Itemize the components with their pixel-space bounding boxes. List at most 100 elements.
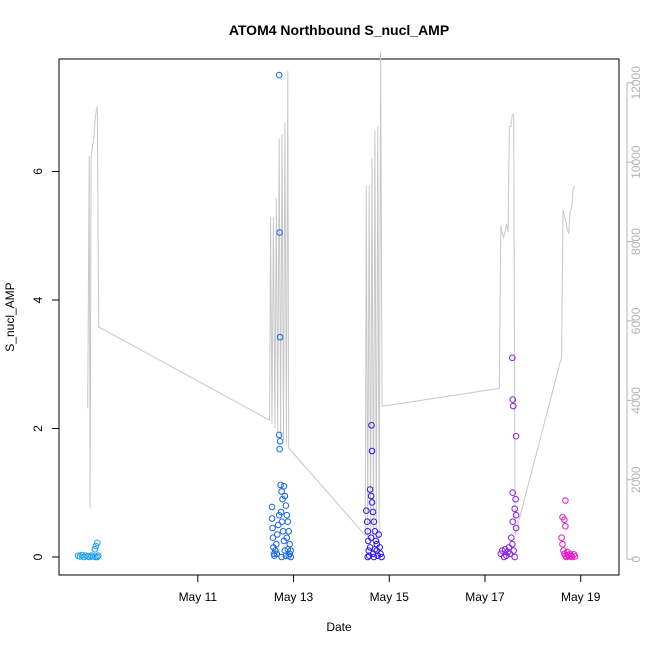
y-tick-label: 0: [31, 553, 45, 560]
data-point: [368, 447, 376, 455]
data-point: [375, 531, 383, 538]
data-point: [512, 511, 520, 519]
data-point: [368, 499, 376, 506]
data-point: [378, 553, 385, 561]
data-point: [276, 438, 284, 445]
data-point: [285, 528, 293, 535]
data-point: [364, 528, 372, 535]
data-point: [282, 502, 290, 509]
data-point: [370, 553, 378, 561]
x-tick-label: May 17: [465, 590, 505, 604]
data-point: [512, 495, 519, 503]
data-point: [278, 488, 285, 495]
data-point: [559, 540, 566, 548]
data-point: [369, 508, 377, 516]
data-point: [276, 229, 283, 236]
series-2: [363, 422, 385, 561]
scatter-points-layer: [74, 71, 579, 561]
data-point: [377, 550, 384, 558]
data-point: [269, 534, 277, 542]
data-point: [94, 539, 101, 547]
data-point: [364, 553, 372, 561]
y-axis: 0 2 4 6: [31, 168, 59, 560]
x-axis-label: Date: [326, 620, 352, 634]
data-point: [508, 534, 515, 542]
plot-frame: [58, 58, 620, 576]
x-tick-label: May 13: [274, 590, 314, 604]
data-point: [277, 481, 284, 489]
data-point: [371, 528, 379, 535]
y2-tick-label: 12000: [629, 66, 643, 100]
data-point: [363, 507, 370, 515]
x-tick-label: May 19: [561, 590, 601, 604]
data-point: [274, 531, 281, 538]
data-point: [509, 402, 517, 410]
data-point: [275, 71, 283, 79]
data-point: [272, 547, 279, 554]
data-point: [278, 518, 286, 526]
data-point: [368, 422, 375, 429]
data-point: [275, 511, 283, 519]
data-point: [268, 503, 276, 511]
data-point: [571, 553, 579, 560]
y2-tick-label: 6000: [629, 307, 643, 334]
data-point: [561, 516, 568, 524]
data-point: [282, 552, 290, 560]
data-point: [280, 483, 288, 490]
data-point: [273, 540, 280, 548]
data-point: [503, 552, 510, 560]
data-point: [277, 508, 285, 516]
data-point: [286, 550, 294, 558]
y2-tick-label: 4000: [629, 387, 643, 414]
secondary-series-layer: [87, 51, 575, 543]
data-point: [562, 522, 569, 530]
y-axis-label: S_nucl_AMP: [3, 282, 17, 351]
secondary-series-line: [87, 51, 575, 543]
data-point: [283, 511, 291, 519]
data-point: [92, 542, 100, 550]
data-point: [94, 552, 102, 560]
data-point: [279, 528, 287, 535]
data-point: [365, 552, 373, 560]
data-point: [509, 396, 517, 403]
y2-tick-label: 10000: [629, 145, 643, 179]
y2-tick-label: 8000: [629, 228, 643, 255]
data-point: [367, 492, 375, 500]
data-point: [363, 518, 371, 526]
data-point: [511, 553, 519, 561]
y2-tick-label: 2000: [629, 466, 643, 493]
data-point: [276, 445, 283, 453]
data-point: [562, 497, 569, 504]
y-tick-label: 2: [31, 425, 45, 432]
data-point: [283, 534, 291, 542]
data-point: [506, 550, 514, 558]
data-point: [287, 547, 295, 554]
series-0: [74, 539, 102, 561]
x-axis: May 11 May 13 May 15 May 17 May 19: [179, 575, 601, 604]
y2-axis: 0 2000 4000 6000 8000 10000 12000: [626, 66, 643, 562]
y-tick-label: 6: [31, 168, 45, 175]
data-point: [509, 354, 516, 362]
data-point: [276, 333, 284, 341]
series-1: [268, 71, 295, 561]
data-point: [284, 518, 292, 526]
data-point: [509, 540, 516, 548]
series-4: [558, 497, 579, 561]
data-point: [281, 492, 289, 500]
data-point: [269, 524, 276, 532]
data-point: [511, 505, 519, 513]
data-point: [366, 486, 374, 493]
data-point: [94, 553, 101, 561]
x-tick-label: May 11: [179, 590, 218, 604]
data-point: [376, 544, 384, 551]
data-point: [372, 537, 380, 545]
data-point: [512, 432, 520, 440]
data-point: [558, 534, 565, 542]
data-point: [268, 515, 276, 522]
y-tick-label: 4: [31, 296, 45, 303]
data-point: [510, 547, 518, 554]
data-point: [367, 534, 375, 542]
series-3: [497, 354, 520, 561]
